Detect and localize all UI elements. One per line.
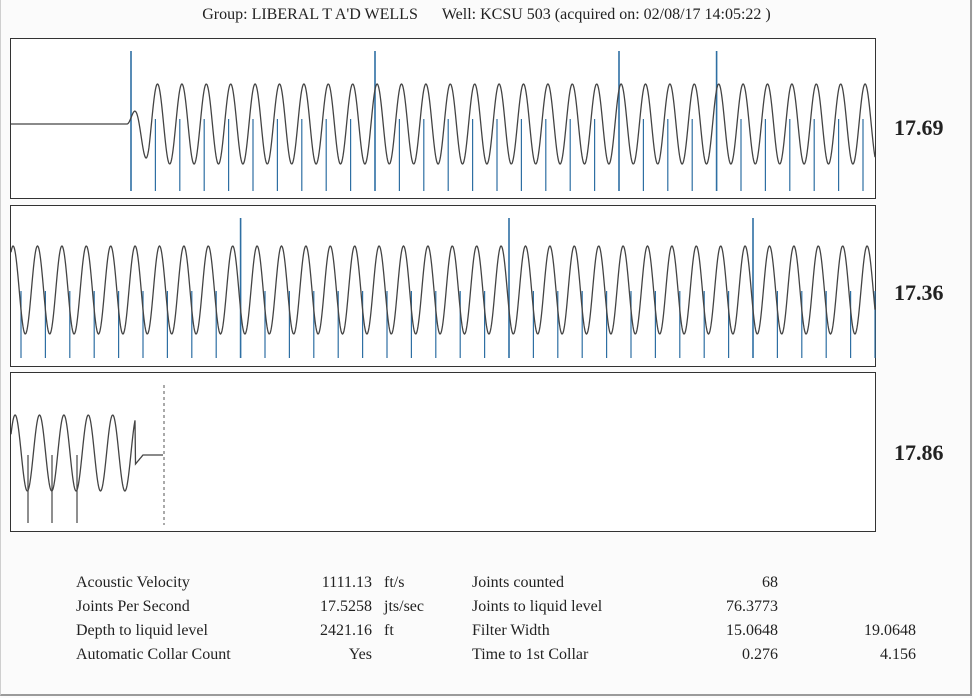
stat-value: 2421.16 — [320, 622, 372, 639]
rate-label-2: 17.36 — [894, 280, 944, 305]
waveform-line — [11, 245, 876, 335]
trace-panel-3-plot — [11, 385, 165, 525]
stat-value-right: 0.276 — [742, 646, 778, 663]
stat-value-right-2: 19.0648 — [864, 622, 916, 639]
stat-unit — [384, 643, 472, 667]
stat-value: Yes — [348, 646, 372, 663]
stats-row: Automatic Collar Count Yes Time to 1st Col… — [76, 643, 916, 667]
trace-panel-1 — [10, 38, 876, 199]
rate-label-3: 17.86 — [894, 440, 944, 465]
stat-label: Depth to liquid level — [76, 622, 208, 639]
trace-panel-2-plot — [11, 218, 876, 358]
stat-label-right: Time to 1st Collar — [472, 646, 589, 663]
stat-value-right: 15.0648 — [726, 622, 778, 639]
stat-label: Joints Per Second — [76, 598, 190, 615]
stat-value-right-2 — [778, 571, 916, 595]
trace-panel-1-plot — [11, 51, 876, 191]
stat-label: Acoustic Velocity — [76, 574, 190, 591]
group-label: Group: LIBERAL T A'D WELLS — [202, 6, 418, 23]
waveform-line — [11, 83, 876, 165]
stat-unit: jts/sec — [384, 598, 424, 615]
stat-unit: ft/s — [384, 574, 405, 591]
stat-value-right: 68 — [762, 574, 778, 591]
stat-value-right: 76.3773 — [726, 598, 778, 615]
stat-value: 1111.13 — [321, 574, 372, 591]
stat-label-right: Joints counted — [472, 574, 564, 591]
stat-value-right-2: 4.156 — [880, 646, 916, 663]
stat-unit: ft — [384, 622, 394, 639]
stats-table: Acoustic Velocity 1111.13 ft/s Joints count… — [76, 571, 916, 667]
well-label: Well: KCSU 503 (acquired on: 02/08/17 14… — [441, 6, 771, 23]
stats-row: Joints Per Second 17.5258 jts/sec Joints to… — [76, 595, 916, 619]
stat-label: Automatic Collar Count — [76, 646, 231, 663]
stat-value-right-2 — [778, 595, 916, 619]
chart-header: Group: LIBERAL T A'D WELLS Well: KCSU 50… — [0, 6, 973, 24]
rate-label-1: 17.69 — [894, 115, 944, 140]
trace-panel-2 — [10, 205, 876, 367]
trace-panel-3 — [10, 372, 876, 532]
waveform-line — [11, 414, 163, 492]
stats-row: Depth to liquid level 2421.16 ft Filter Wid… — [76, 619, 916, 643]
stat-label-right: Filter Width — [472, 622, 550, 639]
stat-value: 17.5258 — [320, 598, 372, 615]
stats-row: Acoustic Velocity 1111.13 ft/s Joints count… — [76, 571, 916, 595]
stat-label-right: Joints to liquid level — [472, 598, 603, 615]
